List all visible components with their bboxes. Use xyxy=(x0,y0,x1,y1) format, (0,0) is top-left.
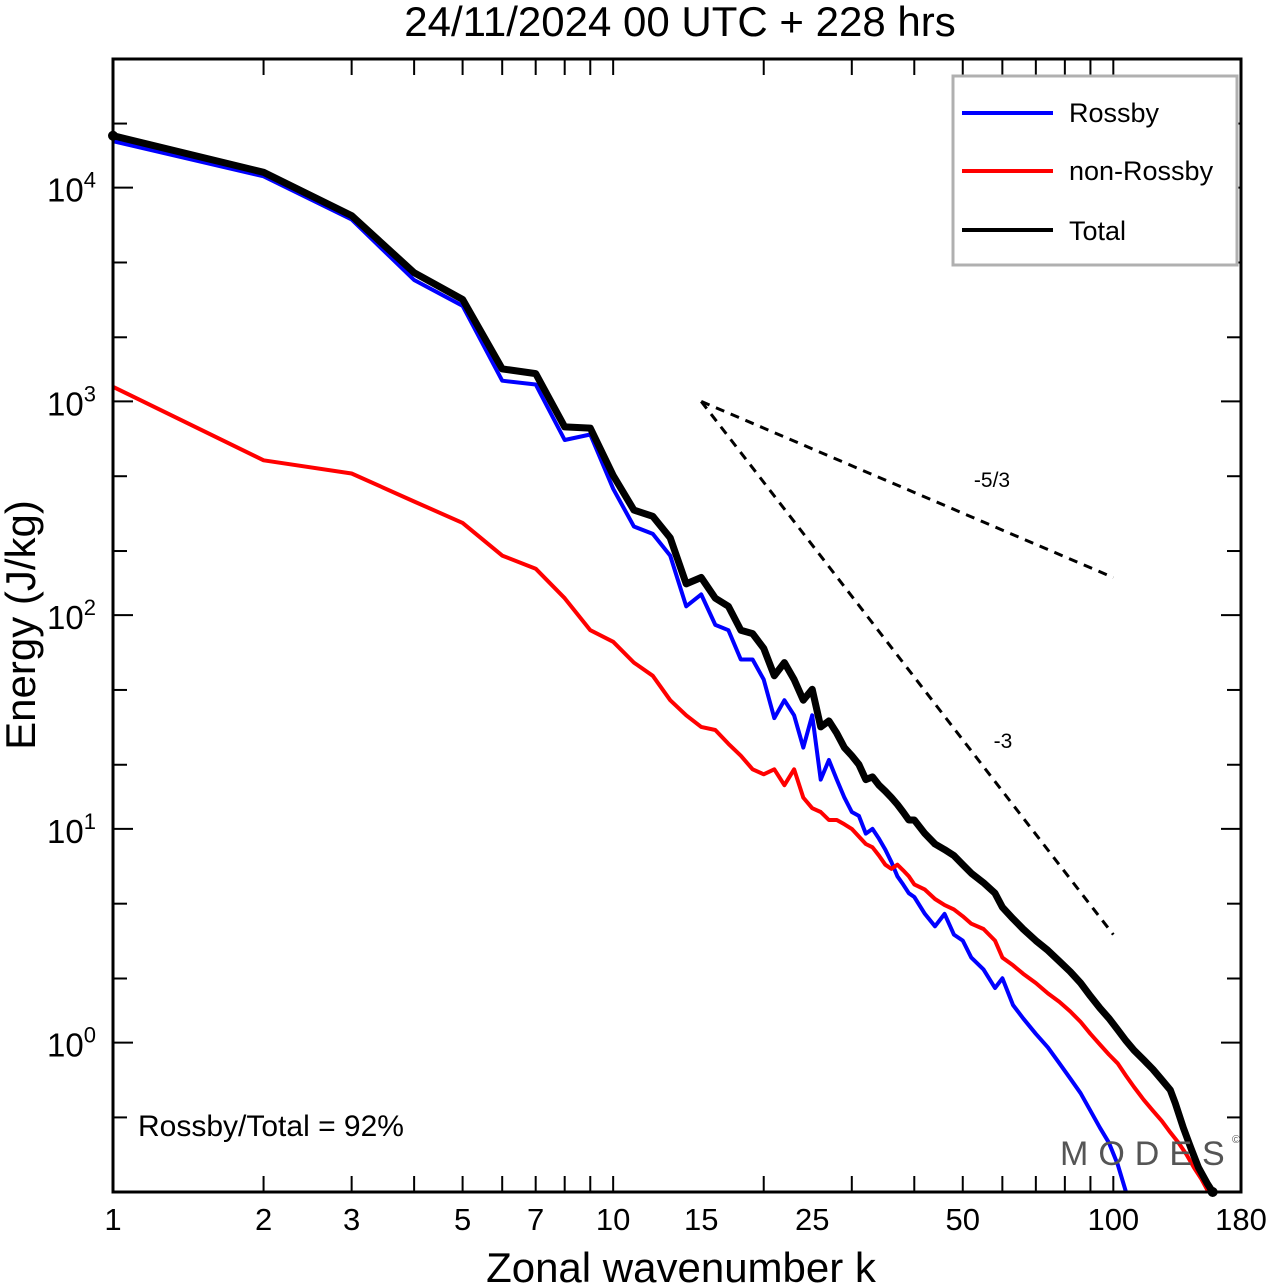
modes-watermark: MODES xyxy=(1060,1135,1235,1173)
y-tick-label: 103 xyxy=(47,381,96,422)
legend-label-total: Total xyxy=(1069,216,1126,246)
rossby-ratio-annotation: Rossby/Total = 92% xyxy=(138,1110,404,1143)
copyright-symbol: © xyxy=(1232,1134,1240,1146)
y-tick-exponent: 4 xyxy=(84,168,96,193)
x-tick-label: 3 xyxy=(343,1202,360,1237)
plot-lines xyxy=(108,130,1218,1197)
series-line-total xyxy=(112,132,1216,1194)
x-tick-label: 7 xyxy=(527,1202,544,1237)
x-tick-label: 100 xyxy=(1087,1202,1139,1237)
y-tick-label: 100 xyxy=(47,1023,96,1064)
legend: Rossby non-Rossby Total xyxy=(951,74,1239,267)
x-axis-ticks: 1 2 3 5 7 10 15 25 50 100 180 xyxy=(104,59,1267,1237)
slope-label-three: -3 xyxy=(994,730,1013,753)
x-tick-label: 50 xyxy=(946,1202,980,1237)
x-tick-label: 180 xyxy=(1215,1202,1267,1237)
reference-line-3 xyxy=(700,400,1115,936)
y-tick-exponent: 3 xyxy=(84,381,96,406)
y-tick-base: 10 xyxy=(47,813,84,850)
y-tick-base: 10 xyxy=(47,385,84,422)
x-axis-label: Zonal wavenumber k xyxy=(486,1244,877,1288)
y-tick-base: 10 xyxy=(47,599,84,636)
y-tick-base: 10 xyxy=(47,1027,84,1064)
series-line-rossby xyxy=(112,139,1128,1193)
y-tick-label: 102 xyxy=(47,595,96,636)
x-tick-label: 15 xyxy=(684,1202,718,1237)
x-tick-label: 1 xyxy=(104,1202,121,1237)
y-tick-base: 10 xyxy=(47,172,84,209)
y-axis-label: Energy (J/kg) xyxy=(0,500,44,750)
y-tick-exponent: 0 xyxy=(84,1023,96,1048)
x-tick-label: 25 xyxy=(795,1202,829,1237)
y-tick-exponent: 1 xyxy=(84,809,96,834)
reference-slope-lines xyxy=(700,400,1115,936)
x-tick-label: 2 xyxy=(255,1202,272,1237)
chart-title: 24/11/2024 00 UTC + 228 hrs xyxy=(404,0,955,45)
y-tick-label: 104 xyxy=(47,168,96,209)
series-line-non-rossby xyxy=(112,385,1211,1193)
y-tick-label: 101 xyxy=(47,809,96,850)
legend-label-rossby: Rossby xyxy=(1069,98,1160,128)
legend-label-non-rossby: non-Rossby xyxy=(1069,156,1214,186)
reference-line-5-3 xyxy=(700,400,1114,579)
x-tick-label: 10 xyxy=(596,1202,630,1237)
x-tick-label: 5 xyxy=(454,1202,471,1237)
plot-frame xyxy=(111,57,1243,1194)
y-tick-exponent: 2 xyxy=(84,595,96,620)
slope-label-five-thirds: -5/3 xyxy=(974,469,1010,492)
